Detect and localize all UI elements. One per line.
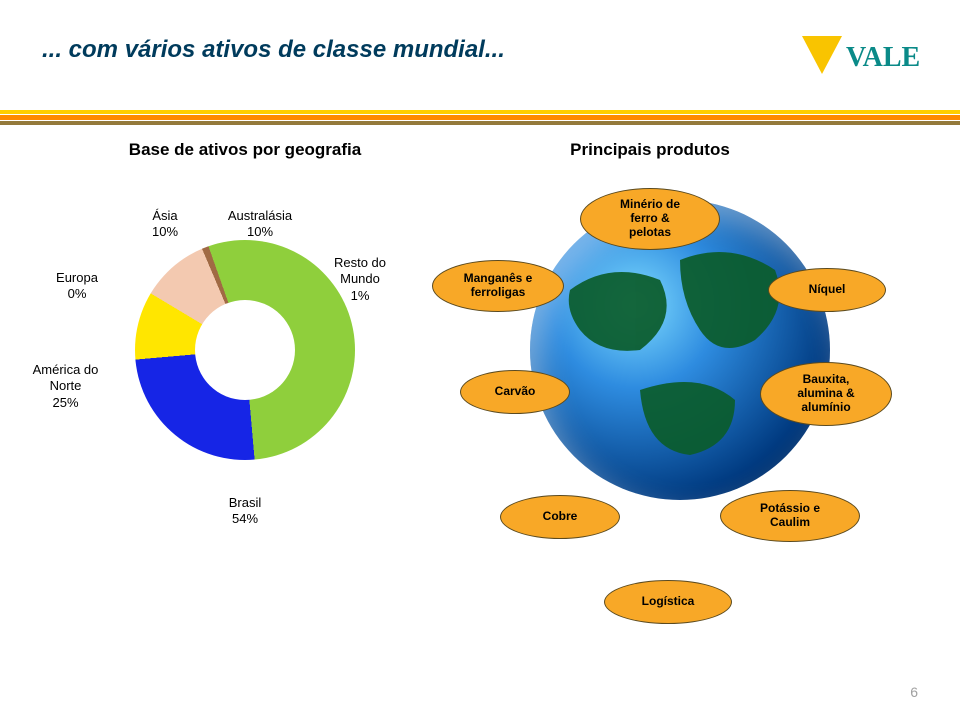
page-title: ... com vários ativos de classe mundial.… — [42, 36, 505, 64]
content: Base de ativos por geografia Principais … — [0, 140, 960, 722]
pie-label-asia: Ásia10% — [140, 208, 190, 241]
product-oval-logistica: Logística — [604, 580, 732, 624]
donut-hole — [195, 300, 295, 400]
pie-label-brasil: Brasil54% — [205, 495, 285, 528]
product-oval-carvao: Carvão — [460, 370, 570, 414]
logo-v-icon — [802, 36, 842, 74]
logo-text: VALE — [846, 42, 920, 73]
product-oval-minerio: Minério deferro &pelotas — [580, 188, 720, 250]
vale-logo: VALE — [800, 30, 920, 82]
right-heading: Principais produtos — [510, 140, 790, 160]
pie-label-america-norte: América doNorte25% — [18, 362, 113, 411]
pie-label-australasia: Australásia10% — [215, 208, 305, 241]
geography-donut-chart — [135, 240, 355, 460]
left-heading: Base de ativos por geografia — [115, 140, 375, 160]
product-oval-manganes: Manganês eferroligas — [432, 260, 564, 312]
product-oval-niquel: Níquel — [768, 268, 886, 312]
pie-label-europa: Europa0% — [42, 270, 112, 303]
product-oval-bauxita: Bauxita,alumina &alumínio — [760, 362, 892, 426]
decorative-stripe — [0, 110, 960, 128]
product-oval-potassio: Potássio eCaulim — [720, 490, 860, 542]
page-number: 6 — [910, 684, 918, 700]
product-oval-cobre: Cobre — [500, 495, 620, 539]
